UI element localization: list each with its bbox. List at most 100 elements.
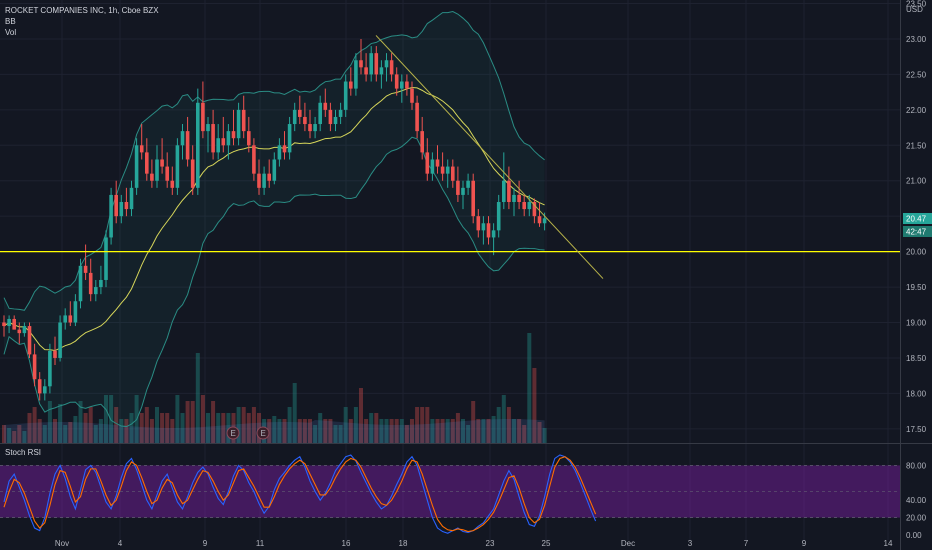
candle-body [201,102,205,132]
volume-bar [389,419,394,443]
volume-bar [109,395,114,443]
candle-body [303,116,307,125]
candles[interactable] [2,38,547,401]
time-tick-label: Nov [55,539,69,548]
candle-body [379,67,384,75]
candle-body [196,102,200,188]
candle-body [537,216,542,224]
volume-bar [542,428,547,443]
earnings-markers[interactable]: E E [226,426,270,440]
candle-body [206,124,210,132]
candle-body [27,326,32,355]
volume-bar [149,419,154,443]
volume-bar [139,413,144,443]
time-tick-label: 18 [399,539,408,548]
volume-bar [272,416,277,443]
candle-body [313,124,317,132]
volume-bar [506,407,511,443]
candle-body [180,131,185,146]
volume-bar [165,413,170,443]
volume-bar [415,407,420,443]
trendline [375,35,604,279]
price-tick-label: 21.50 [906,141,927,150]
stoch-d-line [3,456,597,533]
volume-bar [308,419,312,443]
bollinger-bands [3,11,545,428]
candle-body [425,152,430,174]
volume-bar [185,401,190,443]
volume-bar [348,419,353,443]
candle-body [318,102,322,125]
volume-bar [58,404,63,443]
candle-body [134,145,139,188]
candle-body [461,187,465,195]
candle-body [430,159,435,174]
candle-body [150,173,154,181]
volume-bar [445,419,450,443]
symbol-legend[interactable]: ROCKET COMPANIES INC, 1h, Cboe BZX [5,6,159,15]
vol-legend[interactable]: Vol [5,28,17,37]
candle-body [63,315,67,323]
time-tick-label: 16 [342,539,351,548]
volume-bar [292,383,297,443]
volume-ma-area [4,419,545,443]
candle-body [12,318,16,330]
volume-bar [124,419,129,443]
candle-body [496,202,501,231]
volume-bar [394,419,399,443]
candle-body [451,166,455,181]
candle-body [252,145,256,174]
volume-bar [236,407,241,443]
candle-body [94,287,98,295]
earnings-marker-2[interactable] [256,426,270,440]
candle-body [190,159,195,188]
candle-body [119,202,124,217]
candle-body [88,272,93,295]
last-price-tag [903,213,932,224]
price-tick-label: 19.50 [906,283,927,292]
candle-body [2,322,6,327]
candle-body [226,131,231,146]
volume-bar [491,416,496,443]
volume-bar [119,419,124,443]
volume-bar [522,425,527,443]
volume-bar [369,413,374,443]
volume-bar [211,401,216,443]
candle-body [236,109,241,139]
candle-body [7,318,11,327]
stoch-legend[interactable]: Stoch RSI [5,448,42,457]
earnings-marker-1-label: E [231,429,236,438]
volume-bar [221,413,226,443]
volume-bar [246,413,251,443]
price-tags: 20.47 42:47 USD [903,5,932,237]
volume-bar [241,407,246,443]
time-tick-label: 11 [256,539,265,548]
volume-bar [144,407,149,443]
volume-bar [333,425,338,443]
candle-body [354,60,358,89]
earnings-marker-1[interactable] [226,426,240,440]
volume-bar [399,419,404,443]
stoch-tick-label: 0.00 [906,531,922,540]
stoch-tick-label: 40.00 [906,496,927,505]
volume-bar [512,419,516,443]
time-tick-label: 7 [744,539,749,548]
price-tick-label: 23.00 [906,35,927,44]
candle-body [43,386,47,394]
volume-bar [486,419,491,443]
candle-body [211,124,215,153]
price-tick-label: 18.50 [906,354,927,363]
volume-bar [430,419,435,443]
candle-body [58,322,62,358]
volume-bar [73,416,78,443]
volume-bar [420,407,425,443]
stoch-rsi-pane[interactable] [0,454,900,534]
candle-body [349,81,353,89]
price-tick-label: 23.50 [906,0,927,9]
volume-bar [170,419,175,443]
bb-legend[interactable]: BB [5,17,16,26]
price-tick-label: 20.00 [906,248,927,257]
volume-bar [379,419,384,443]
